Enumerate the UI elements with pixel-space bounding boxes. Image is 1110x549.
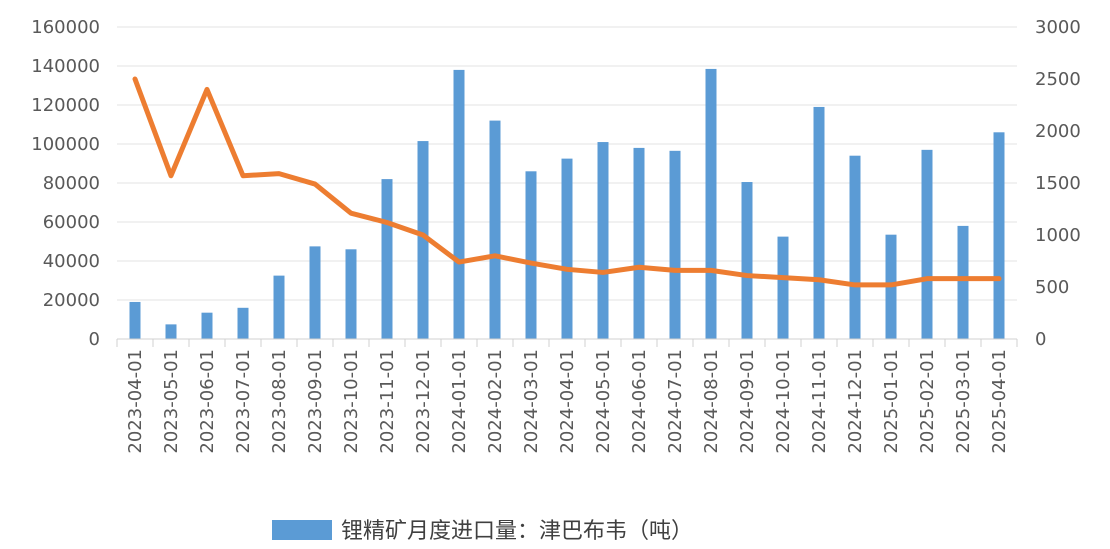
right-tick-label: 2500	[1035, 69, 1081, 90]
left-tick-label: 0	[89, 329, 100, 350]
line-series	[132, 76, 1002, 288]
right-tick-label: 0	[1035, 329, 1046, 350]
x-tick-label: 2023-10-01	[341, 349, 362, 454]
x-tick-label: 2025-03-01	[953, 349, 974, 454]
x-tick-label: 2024-06-01	[629, 349, 650, 454]
right-tick-label: 500	[1035, 277, 1069, 298]
left-tick-label: 160000	[31, 17, 100, 38]
x-axis: 2023-04-01 2023-05-01 2023-06-01 2023-07-01…	[116, 338, 1018, 454]
bar	[561, 158, 573, 339]
x-tick-label: 2024-09-01	[737, 349, 758, 454]
legend-label: 锂精矿月度进口量：津巴布韦（吨）	[341, 519, 693, 544]
bar-series	[129, 68, 1005, 340]
x-tick-label: 2024-02-01	[485, 349, 506, 454]
right-tick-label: 1500	[1035, 173, 1081, 194]
left-tick-label: 40000	[43, 251, 100, 272]
bar	[237, 307, 249, 339]
bar	[309, 246, 321, 339]
left-tick-label: 60000	[43, 212, 100, 233]
bar	[597, 142, 609, 339]
x-tick-label: 2023-04-01	[125, 349, 146, 454]
x-tick-label: 2023-08-01	[269, 349, 290, 454]
bar	[849, 155, 861, 339]
right-tick-label: 1000	[1035, 225, 1081, 246]
right-tick-label: 2000	[1035, 121, 1081, 142]
bar	[201, 312, 213, 339]
x-tick-label: 2024-03-01	[521, 349, 542, 454]
legend: 锂精矿月度进口量：津巴布韦（吨）	[272, 519, 693, 544]
bar	[633, 147, 645, 339]
bar	[165, 324, 177, 339]
bar	[669, 150, 681, 339]
bar	[525, 171, 537, 339]
x-tick-label: 2023-06-01	[197, 349, 218, 454]
bar	[345, 249, 357, 339]
bar	[273, 275, 285, 339]
x-tick-label: 2024-07-01	[665, 349, 686, 454]
right-y-axis: 0 500 1000 1500 2000 2500 3000	[1035, 17, 1081, 350]
left-tick-label: 80000	[43, 173, 100, 194]
left-tick-label: 120000	[31, 95, 100, 116]
bar	[921, 149, 933, 339]
bar	[381, 179, 393, 339]
bar	[813, 106, 825, 339]
bar	[777, 236, 789, 339]
x-tick-label: 2024-05-01	[593, 349, 614, 454]
left-tick-label: 140000	[31, 56, 100, 77]
x-tick-label: 2023-05-01	[161, 349, 182, 454]
x-tick-label: 2023-12-01	[413, 349, 434, 454]
x-tick-label: 2024-01-01	[449, 349, 470, 454]
bar	[129, 301, 141, 339]
right-tick-label: 3000	[1035, 17, 1081, 38]
x-tick-label: 2025-04-01	[989, 349, 1010, 454]
bar	[705, 68, 717, 340]
bar	[957, 225, 969, 339]
x-tick-label: 2025-02-01	[917, 349, 938, 454]
bar	[489, 120, 501, 339]
left-tick-label: 20000	[43, 290, 100, 311]
bar	[417, 141, 429, 339]
x-tick-label: 2023-09-01	[305, 349, 326, 454]
x-tick-label: 2024-12-01	[845, 349, 866, 454]
x-tick-label: 2023-11-01	[377, 349, 398, 454]
legend-swatch	[272, 520, 332, 540]
bar	[993, 132, 1005, 339]
left-tick-label: 100000	[31, 134, 100, 155]
left-y-axis: 0 20000 40000 60000 80000 100000 120000 140000 1…	[31, 17, 100, 350]
x-tick-label: 2025-01-01	[881, 349, 902, 454]
x-tick-label: 2024-10-01	[773, 349, 794, 454]
bar	[741, 182, 753, 339]
x-tick-label: 2024-04-01	[557, 349, 578, 454]
bar	[453, 69, 465, 340]
x-tick-label: 2023-07-01	[233, 349, 254, 454]
x-tick-label: 2024-08-01	[701, 349, 722, 454]
x-tick-label: 2024-11-01	[809, 349, 830, 454]
